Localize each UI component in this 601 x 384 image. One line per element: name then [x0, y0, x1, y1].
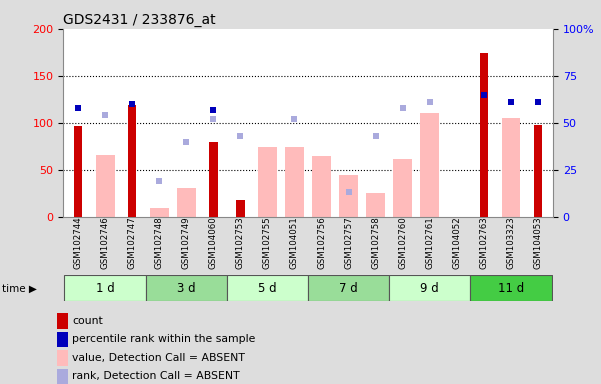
Bar — [57, 332, 68, 347]
Bar — [150, 208, 169, 217]
Bar — [57, 313, 68, 329]
Text: 9 d: 9 d — [421, 282, 439, 295]
Text: 11 d: 11 d — [498, 282, 524, 295]
Bar — [258, 147, 277, 217]
Text: GSM104060: GSM104060 — [209, 216, 218, 269]
Bar — [339, 175, 358, 217]
Text: GSM104051: GSM104051 — [290, 216, 299, 269]
Bar — [145, 275, 227, 301]
Text: time ▶: time ▶ — [2, 284, 37, 294]
Text: GSM102761: GSM102761 — [426, 216, 435, 269]
Text: 1 d: 1 d — [96, 282, 114, 295]
Bar — [177, 188, 196, 217]
Bar — [308, 275, 389, 301]
Text: GSM103323: GSM103323 — [507, 216, 516, 269]
Bar — [236, 200, 245, 217]
Text: GSM102753: GSM102753 — [236, 216, 245, 269]
Text: GSM104052: GSM104052 — [453, 216, 462, 269]
Bar — [227, 275, 308, 301]
Text: count: count — [72, 316, 103, 326]
Text: GSM102748: GSM102748 — [154, 216, 163, 269]
Text: 5 d: 5 d — [258, 282, 276, 295]
Text: GSM104053: GSM104053 — [534, 216, 543, 269]
Text: GDS2431 / 233876_at: GDS2431 / 233876_at — [63, 13, 216, 27]
Bar — [366, 194, 385, 217]
Bar — [209, 142, 218, 217]
Bar — [64, 275, 145, 301]
Bar — [420, 114, 439, 217]
Bar — [57, 350, 68, 366]
Bar — [57, 369, 68, 384]
Bar — [480, 53, 488, 217]
Text: rank, Detection Call = ABSENT: rank, Detection Call = ABSENT — [72, 371, 240, 381]
Text: value, Detection Call = ABSENT: value, Detection Call = ABSENT — [72, 353, 245, 363]
Text: GSM102747: GSM102747 — [127, 216, 136, 269]
Bar — [128, 105, 136, 217]
Text: percentile rank within the sample: percentile rank within the sample — [72, 334, 255, 344]
Text: GSM102749: GSM102749 — [182, 216, 191, 269]
Text: GSM102755: GSM102755 — [263, 216, 272, 269]
Text: 3 d: 3 d — [177, 282, 195, 295]
Text: GSM102758: GSM102758 — [371, 216, 380, 269]
Text: 7 d: 7 d — [339, 282, 358, 295]
Text: GSM102763: GSM102763 — [480, 216, 489, 269]
Text: GSM102756: GSM102756 — [317, 216, 326, 269]
Text: GSM102760: GSM102760 — [398, 216, 407, 269]
Bar — [471, 275, 552, 301]
Text: GSM102757: GSM102757 — [344, 216, 353, 269]
Bar — [74, 126, 82, 217]
Text: GSM102746: GSM102746 — [100, 216, 109, 269]
Bar — [534, 125, 542, 217]
Bar — [393, 159, 412, 217]
Bar — [389, 275, 471, 301]
Bar — [312, 156, 331, 217]
Bar — [285, 147, 304, 217]
Bar — [501, 118, 520, 217]
Bar — [96, 155, 115, 217]
Text: GSM102744: GSM102744 — [73, 216, 82, 269]
